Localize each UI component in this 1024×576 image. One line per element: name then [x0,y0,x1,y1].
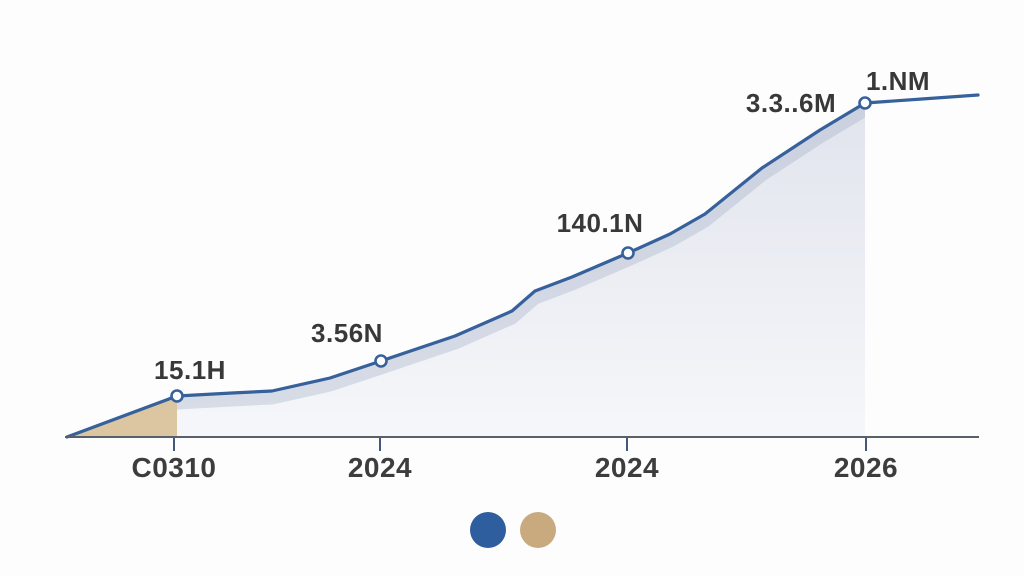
data-point-marker [858,96,872,110]
trend-line-layer [65,93,980,439]
x-tick-label: 2024 [595,452,659,483]
x-tick-label: 2026 [834,452,898,483]
x-tick-label: C0310 [131,452,216,483]
data-value-label: 15.1H [154,355,226,385]
data-value-label: 140.1N [557,208,644,238]
main-area-fill [177,103,865,437]
data-value-label: 3.56N [311,318,383,348]
legend-dot-series-tan[interactable] [520,512,556,548]
annotation-layer: 15.1H 3.56N 140.1N 3.3..6M 1.NM [154,66,930,385]
area-fill-layer [67,103,865,437]
data-point-marker [170,389,184,403]
x-tick-label-layer: C0310 2024 2024 2026 [131,452,898,483]
x-tick-label: 2024 [348,452,412,483]
line-shadow [177,103,865,437]
data-value-label: 3.3..6M [746,88,836,118]
data-point-marker [621,246,635,260]
trend-line [65,93,980,439]
data-point-layer [170,96,872,403]
data-point-marker [374,354,388,368]
legend-layer [470,512,556,548]
underline-shadow-layer [177,103,865,437]
x-axis-layer [65,436,979,451]
data-value-label: 1.NM [866,66,930,96]
legend-dot-series-blue[interactable] [470,512,506,548]
